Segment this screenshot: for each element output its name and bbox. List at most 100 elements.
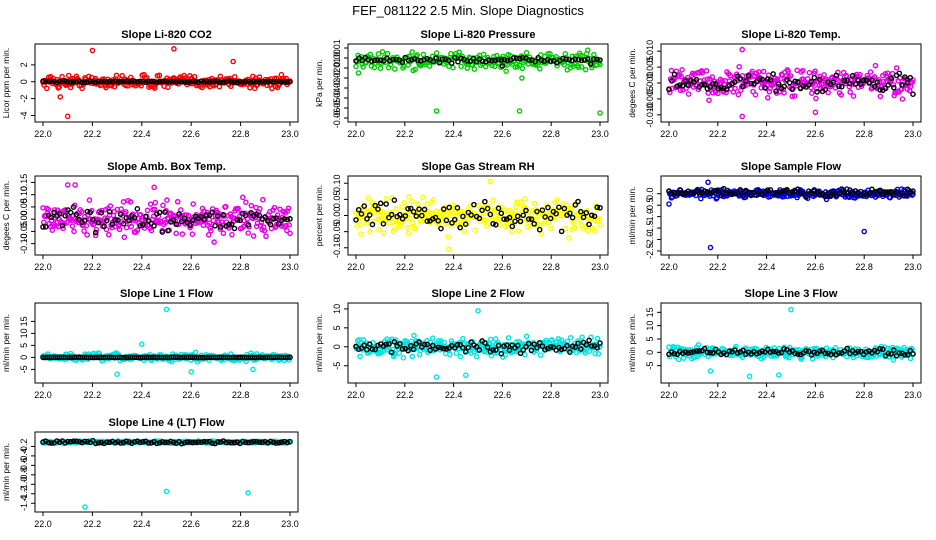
data-point xyxy=(278,79,285,85)
data-point xyxy=(532,58,538,65)
data-point xyxy=(705,90,711,96)
x-tick-label: 22.6 xyxy=(494,129,512,139)
data-point xyxy=(416,206,422,212)
data-point xyxy=(450,202,456,208)
data-point xyxy=(800,190,807,197)
data-point xyxy=(190,439,196,446)
data-point xyxy=(492,57,498,64)
data-point xyxy=(448,60,455,66)
data-point xyxy=(492,336,499,342)
data-point xyxy=(503,68,509,74)
panel-title: Slope Line 1 Flow xyxy=(120,288,213,300)
data-point xyxy=(371,64,378,71)
data-point xyxy=(479,58,486,65)
data-point xyxy=(174,198,181,205)
data-point xyxy=(566,56,572,63)
data-point xyxy=(234,439,241,445)
data-point xyxy=(40,219,47,226)
x-tick-label: 22.4 xyxy=(133,390,151,400)
data-point xyxy=(167,438,174,445)
data-point xyxy=(408,342,414,349)
data-point xyxy=(81,79,88,86)
y-tick-label: -0.4 xyxy=(19,448,29,464)
data-point xyxy=(791,93,798,99)
x-tick-label: 22.6 xyxy=(807,390,825,400)
data-point xyxy=(822,86,829,93)
data-point xyxy=(460,344,466,351)
data-point xyxy=(517,350,524,357)
data-point xyxy=(471,201,477,208)
data-point xyxy=(115,439,121,445)
data-point xyxy=(199,84,206,91)
data-point xyxy=(506,214,513,221)
data-point xyxy=(140,439,146,445)
y-axis-label: ml/min per min. xyxy=(314,314,324,372)
data-point xyxy=(553,210,559,217)
data-point xyxy=(561,205,568,212)
data-point xyxy=(586,337,592,344)
data-point xyxy=(674,351,681,358)
data-point xyxy=(578,208,584,215)
series-2 xyxy=(666,70,916,98)
y-tick-label: 0 xyxy=(19,79,29,84)
data-point xyxy=(51,209,57,216)
data-point xyxy=(558,213,565,219)
data-point xyxy=(215,439,221,445)
data-point xyxy=(410,208,417,215)
data-point xyxy=(482,217,489,224)
x-tick-label: 22.8 xyxy=(232,390,250,400)
panel-8: Slope Line 2 Flow ml/min per min. -5 0 5 10 22… xyxy=(314,288,609,400)
data-point xyxy=(44,85,50,92)
data-point xyxy=(539,207,546,213)
data-point xyxy=(134,227,141,233)
data-point xyxy=(264,217,271,224)
data-point xyxy=(287,216,293,222)
plot-frame xyxy=(34,302,299,384)
data-point xyxy=(797,190,804,197)
data-point xyxy=(76,439,82,445)
data-point xyxy=(228,439,235,446)
data-point xyxy=(187,79,193,85)
data-point xyxy=(117,211,124,218)
x-tick-label: 23.0 xyxy=(591,129,609,139)
data-point xyxy=(411,225,418,232)
data-point xyxy=(248,79,254,86)
x-tick-label: 22.8 xyxy=(855,262,873,272)
data-point xyxy=(273,215,279,221)
data-point xyxy=(270,439,277,446)
x-tick-label: 22.2 xyxy=(709,262,727,272)
data-point xyxy=(160,202,166,209)
data-point xyxy=(64,219,70,226)
data-point xyxy=(203,212,210,218)
data-point xyxy=(701,82,708,88)
data-point xyxy=(737,187,744,193)
data-point xyxy=(287,79,293,85)
x-tick-label: 22.4 xyxy=(758,129,776,139)
data-point xyxy=(682,78,689,84)
data-point xyxy=(519,54,526,61)
data-point xyxy=(523,207,529,214)
data-point xyxy=(40,78,46,84)
data-point xyxy=(460,213,466,220)
data-point xyxy=(73,79,80,85)
data-point xyxy=(206,212,213,219)
series-2 xyxy=(353,197,603,235)
y-tick-label: 0.000 xyxy=(645,72,655,95)
data-point xyxy=(786,349,793,355)
y-axis-label: degees C per min. xyxy=(627,48,637,117)
data-point xyxy=(153,440,160,447)
data-point xyxy=(863,349,870,355)
data-point xyxy=(440,345,447,352)
y-tick-label: -0.10 xyxy=(332,238,342,259)
data-point xyxy=(203,78,210,85)
data-point xyxy=(489,58,495,64)
x-tick-label: 22.8 xyxy=(232,129,250,139)
y-tick-label: -4 xyxy=(19,111,29,119)
data-point xyxy=(563,56,569,63)
x-tick-label: 23.0 xyxy=(904,390,922,400)
data-point xyxy=(709,74,716,80)
data-point xyxy=(242,79,249,85)
y-tick-label: -1.0 xyxy=(645,209,655,225)
data-point xyxy=(459,208,465,215)
data-point xyxy=(209,78,216,85)
